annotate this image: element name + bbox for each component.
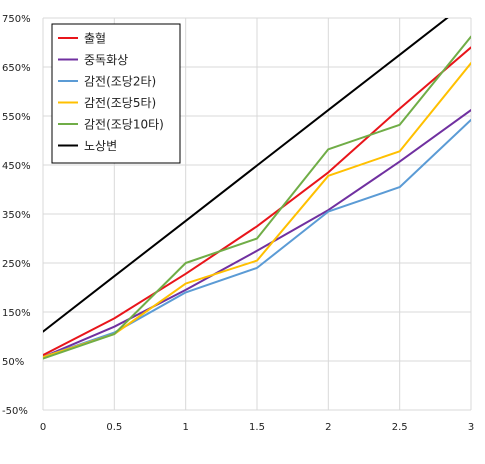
y-tick-label: -50% (2, 406, 28, 417)
legend-box (51, 23, 181, 164)
x-tick-label: 1 (182, 422, 188, 433)
series-line (43, 118, 471, 359)
series-lines (43, 18, 471, 360)
y-tick-labels: -50% 50% 150% 250% 350% 450% 550% 650% 750% (2, 14, 31, 417)
legend-label: 감전(조당2타) (84, 75, 156, 89)
series-line (43, 109, 471, 359)
x-tick-label: 3 (468, 422, 474, 433)
x-tick-label: 0 (40, 422, 46, 433)
y-tick-label: 250% (2, 259, 31, 270)
legend-label: 출혈 (84, 32, 106, 46)
x-tick-label: 0.5 (106, 422, 122, 433)
legend-label: 감전(조당5타) (84, 96, 156, 110)
x-tick-label: 1.5 (249, 422, 265, 433)
y-tick-label: 450% (2, 161, 31, 172)
x-tick-labels: 0 0.5 1 1.5 2 2.5 3 (40, 422, 474, 433)
y-tick-label: 650% (2, 63, 31, 74)
y-tick-label: 550% (2, 112, 31, 123)
x-tick-label: 2.5 (392, 422, 408, 433)
legend-label: 노상변 (84, 139, 117, 153)
y-tick-label: 350% (2, 210, 31, 221)
y-tick-label: 750% (2, 14, 31, 25)
legend-label: 중독화상 (84, 53, 128, 67)
series-line (43, 18, 449, 333)
y-tick-label: 50% (2, 357, 24, 368)
x-tick-label: 2 (325, 422, 331, 433)
legend-label: 감전(조당10타) (84, 118, 164, 132)
series-line (43, 35, 471, 360)
y-tick-label: 150% (2, 308, 31, 319)
series-line (43, 46, 471, 357)
